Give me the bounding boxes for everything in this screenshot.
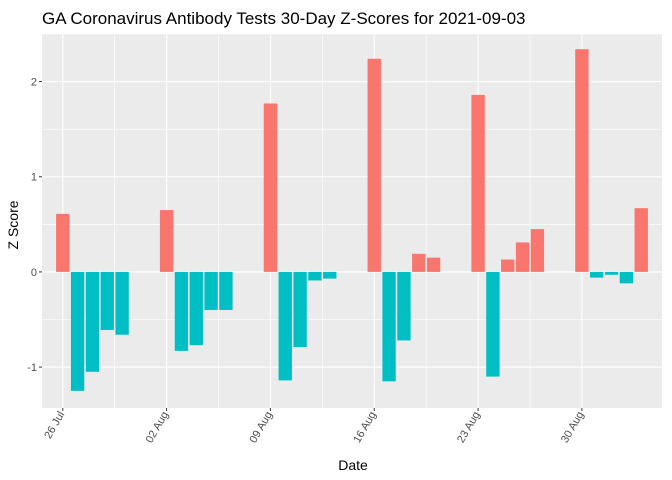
bar xyxy=(604,271,619,275)
y-tick-label: -1 xyxy=(27,362,37,374)
y-tick-label: 0 xyxy=(31,267,37,279)
x-tick-label: 02 Aug xyxy=(144,410,172,446)
bar xyxy=(501,259,515,272)
bars xyxy=(56,49,648,391)
bar xyxy=(412,253,426,272)
bar xyxy=(575,49,589,272)
bar xyxy=(530,229,545,272)
bar xyxy=(174,271,189,351)
bar xyxy=(85,271,100,372)
bar xyxy=(263,103,278,272)
chart-title: GA Coronavirus Antibody Tests 30-Day Z-S… xyxy=(42,9,525,28)
bar xyxy=(204,271,218,310)
minor-gridlines xyxy=(42,33,662,408)
bar xyxy=(308,271,322,281)
bar xyxy=(471,94,485,272)
bar xyxy=(189,271,203,346)
x-axis: 26 Jul 02 Aug 09 Aug 16 Aug 23 Aug 30 Aug xyxy=(42,408,587,446)
bar xyxy=(590,271,604,278)
bar xyxy=(293,271,307,348)
y-axis: -1 0 1 2 xyxy=(27,77,42,374)
y-axis-title: Z Score xyxy=(5,200,21,249)
bar xyxy=(159,210,174,272)
bar xyxy=(634,208,648,272)
plot-panel xyxy=(42,34,662,408)
bar xyxy=(382,271,396,382)
x-tick-label: 30 Aug xyxy=(559,410,587,446)
bar xyxy=(219,271,233,310)
bar xyxy=(619,271,634,284)
x-axis-title: Date xyxy=(338,457,368,473)
bar xyxy=(397,271,411,341)
bar xyxy=(323,271,337,279)
y-tick-label: 2 xyxy=(31,77,37,89)
bar xyxy=(70,271,85,391)
bar xyxy=(426,257,441,272)
x-tick-label: 16 Aug xyxy=(351,410,379,446)
bar xyxy=(367,58,381,272)
bar xyxy=(115,271,129,335)
x-tick-label: 26 Jul xyxy=(42,410,67,441)
bar xyxy=(278,271,292,381)
y-tick-label: 1 xyxy=(31,172,37,184)
bar xyxy=(56,213,70,272)
x-tick-label: 23 Aug xyxy=(455,409,483,445)
bar xyxy=(100,271,114,330)
bar xyxy=(486,271,500,377)
bar xyxy=(515,242,530,272)
x-tick-label: 09 Aug xyxy=(247,410,275,446)
